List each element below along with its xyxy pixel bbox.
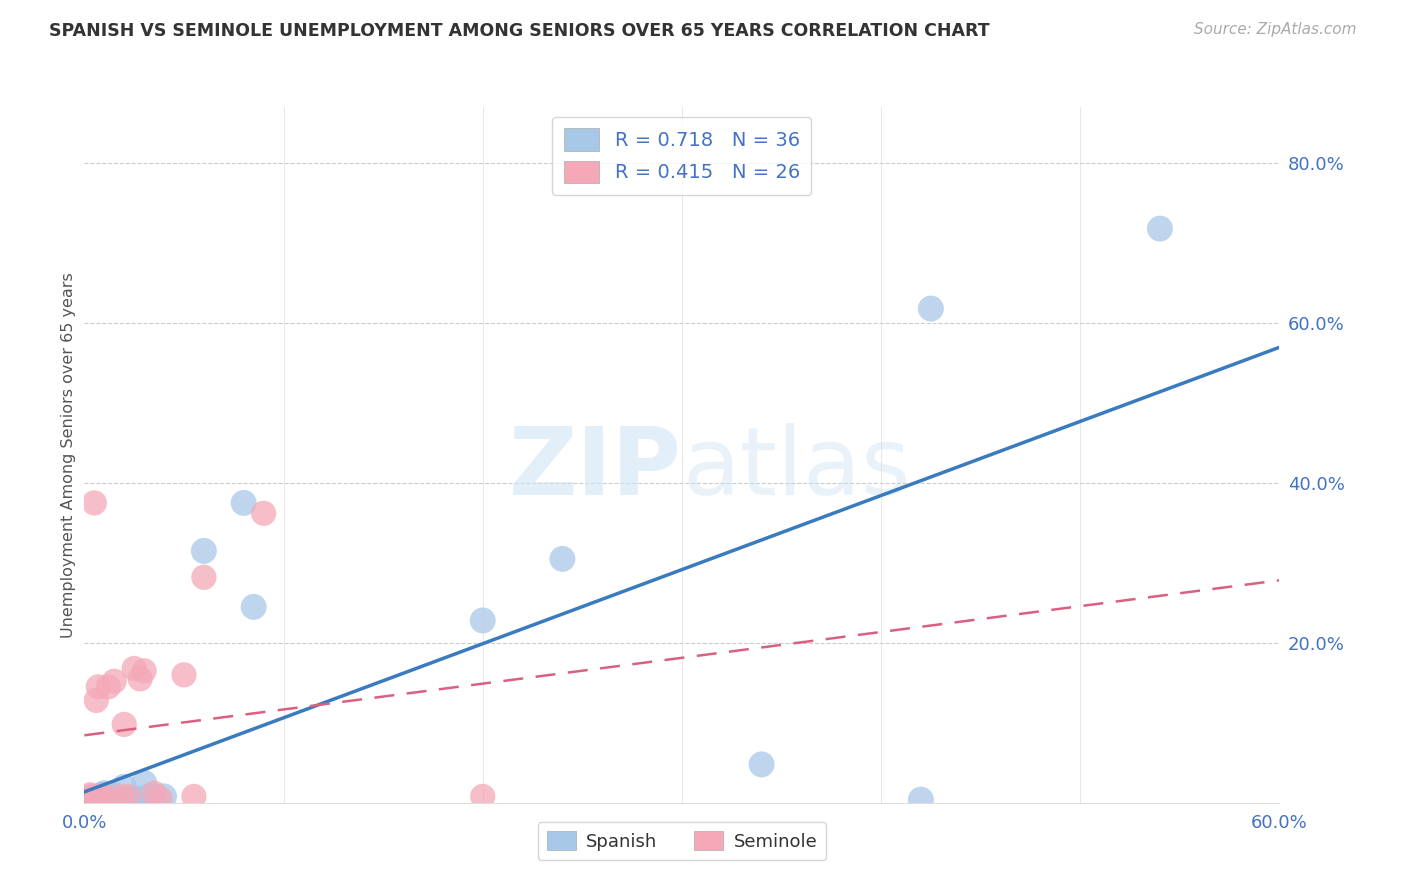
- Point: [91, 788, 114, 802]
- Legend: Spanish, Seminole: Spanish, Seminole: [537, 822, 827, 860]
- Text: atlas: atlas: [682, 423, 910, 515]
- Point: [83, 791, 105, 805]
- Point: [97, 792, 120, 806]
- Point: [75, 793, 97, 807]
- Point: [79, 793, 101, 807]
- Point: [77, 792, 100, 806]
- Point: [132, 664, 156, 678]
- Point: [253, 506, 276, 520]
- Point: [153, 789, 176, 804]
- Point: [103, 674, 125, 689]
- Point: [112, 717, 135, 731]
- Y-axis label: Unemployment Among Seniors over 65 years: Unemployment Among Seniors over 65 years: [60, 272, 76, 638]
- Point: [129, 792, 152, 806]
- Point: [93, 786, 115, 800]
- Point: [110, 789, 132, 804]
- Point: [82, 792, 104, 806]
- Point: [117, 789, 139, 804]
- Point: [551, 552, 574, 566]
- Point: [920, 301, 942, 316]
- Point: [83, 496, 105, 510]
- Point: [105, 792, 128, 806]
- Point: [183, 789, 205, 804]
- Point: [143, 786, 166, 800]
- Point: [79, 788, 101, 802]
- Point: [232, 496, 254, 510]
- Point: [79, 792, 101, 806]
- Point: [75, 792, 97, 806]
- Text: SPANISH VS SEMINOLE UNEMPLOYMENT AMONG SENIORS OVER 65 YEARS CORRELATION CHART: SPANISH VS SEMINOLE UNEMPLOYMENT AMONG S…: [49, 22, 990, 40]
- Point: [87, 680, 110, 694]
- Point: [82, 792, 104, 806]
- Point: [471, 789, 494, 804]
- Text: ZIP: ZIP: [509, 423, 682, 515]
- Point: [122, 661, 145, 675]
- Point: [75, 794, 97, 808]
- Point: [103, 788, 125, 802]
- Point: [79, 789, 101, 804]
- Point: [136, 789, 159, 804]
- Point: [242, 599, 264, 614]
- Point: [751, 757, 773, 772]
- Point: [193, 570, 215, 584]
- Point: [149, 792, 172, 806]
- Point: [122, 792, 145, 806]
- Point: [89, 789, 111, 804]
- Point: [87, 789, 110, 804]
- Point: [77, 792, 100, 806]
- Point: [93, 789, 115, 804]
- Point: [193, 544, 215, 558]
- Point: [77, 793, 100, 807]
- Point: [117, 792, 139, 806]
- Point: [97, 680, 120, 694]
- Point: [112, 780, 135, 794]
- Point: [143, 789, 166, 804]
- Point: [83, 793, 105, 807]
- Text: Source: ZipAtlas.com: Source: ZipAtlas.com: [1194, 22, 1357, 37]
- Point: [173, 668, 195, 682]
- Point: [910, 792, 932, 806]
- Point: [471, 614, 494, 628]
- Point: [96, 789, 118, 804]
- Point: [1149, 221, 1171, 235]
- Point: [86, 790, 108, 805]
- Point: [89, 789, 111, 804]
- Point: [98, 788, 121, 802]
- Point: [86, 693, 108, 707]
- Point: [110, 792, 132, 806]
- Point: [132, 776, 156, 790]
- Point: [129, 672, 152, 686]
